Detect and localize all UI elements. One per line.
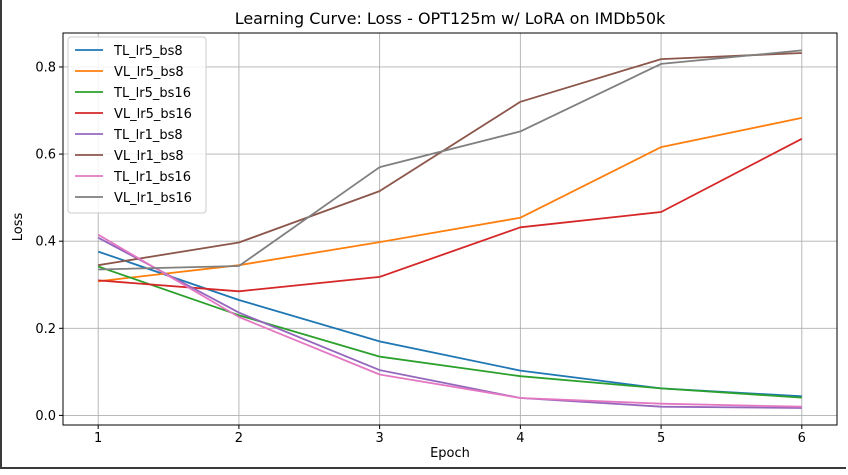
series-line-tl-lr5-bs16 [97,265,802,399]
x-tick-label: 5 [657,431,665,446]
y-tick-label: 0.2 [35,322,56,337]
legend-label: TL_lr1_bs8 [113,128,183,143]
legend-label: VL_lr1_bs16 [114,191,192,206]
x-axis-ticks: 1 2 3 4 5 6 [94,425,806,446]
legend-label: TL_lr1_bs16 [113,170,191,185]
series-lines [97,49,803,409]
series-line-vl-lr5-bs8 [98,117,802,283]
series-line-tl-lr1-bs16 [97,233,802,408]
y-tick-label: 0.0 [35,409,56,424]
x-tick-label: 6 [798,431,806,446]
y-axis-label: Loss [11,213,26,242]
legend: TL_lr5_bs8 VL_lr5_bs8 TL_lr5_bs16 VL_lr5_bs… [67,36,207,214]
legend-label: VL_lr1_bs8 [114,149,184,164]
y-axis-ticks: 0.0 0.2 0.4 0.6 0.8 [35,60,63,424]
x-tick-label: 3 [375,431,383,446]
chart-title: Learning Curve: Loss - OPT125m w/ LoRA o… [235,9,666,28]
y-tick-label: 0.8 [35,60,56,75]
x-tick-label: 4 [516,431,524,446]
y-tick-label: 0.4 [35,235,56,250]
legend-label: TL_lr5_bs16 [113,86,191,101]
x-axis-label: Epoch [430,446,470,461]
y-tick-label: 0.6 [35,148,56,163]
series-line-vl-lr1-bs8 [98,52,802,267]
plot-area-frame [62,32,838,426]
x-tick-label: 2 [235,431,243,446]
legend-label: VL_lr5_bs8 [114,65,184,80]
legend-box [67,36,207,214]
series-line-vl-lr5-bs16 [98,138,803,293]
legend-label: VL_lr5_bs16 [114,107,192,122]
x-tick-label: 1 [94,431,102,446]
series-line-vl-lr1-bs16 [98,49,802,271]
series-line-tl-lr1-bs8 [97,236,802,409]
legend-label: TL_lr5_bs8 [113,44,183,59]
series-line-tl-lr5-bs8 [97,250,802,398]
